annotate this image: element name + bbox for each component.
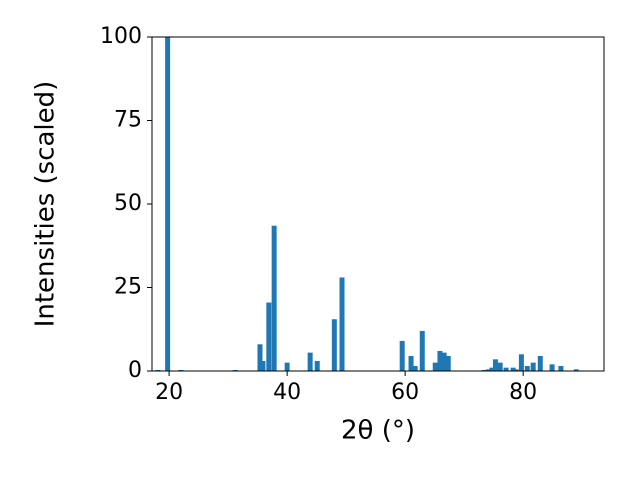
bar [408,355,414,371]
bar [412,365,418,371]
bar [165,37,171,371]
bar [260,360,266,371]
bar [437,350,443,371]
bar [441,352,447,371]
y-axis-label: Intensities (scaled) [31,81,61,328]
bar [399,340,405,371]
bar [530,362,536,371]
bar [266,302,272,371]
x-tick-label: 60 [391,380,419,405]
y-tick-label: 75 [114,108,142,133]
bar [178,369,184,371]
x-axis-label: 2θ (°) [341,416,415,446]
y-tick-label: 25 [114,275,142,300]
bar [489,367,495,371]
bar [497,362,503,371]
bar [481,369,487,371]
bar [518,354,524,371]
bar [271,225,277,371]
bar [549,364,555,371]
bar [419,330,425,371]
bar [331,319,337,371]
bar [537,355,543,371]
bar [513,369,519,371]
y-tick-label: 0 [128,358,142,383]
bar [432,362,438,371]
bar [284,362,290,371]
y-tick-label: 50 [114,191,142,216]
bar [339,277,345,371]
bar [524,365,530,371]
y-tick-label: 100 [100,24,142,49]
bar [503,367,509,371]
bar [155,369,161,371]
bar [257,344,263,371]
bar [510,367,516,371]
bar [232,369,238,371]
plot-frame [151,36,605,372]
bar [573,369,579,371]
x-tick-label: 40 [273,380,301,405]
bar [485,369,491,371]
x-tick-label: 20 [155,380,183,405]
bar [492,359,498,371]
bar [445,355,451,371]
bar [314,360,320,371]
x-tick-label: 80 [509,380,537,405]
bar [307,352,313,371]
bar [558,365,564,371]
